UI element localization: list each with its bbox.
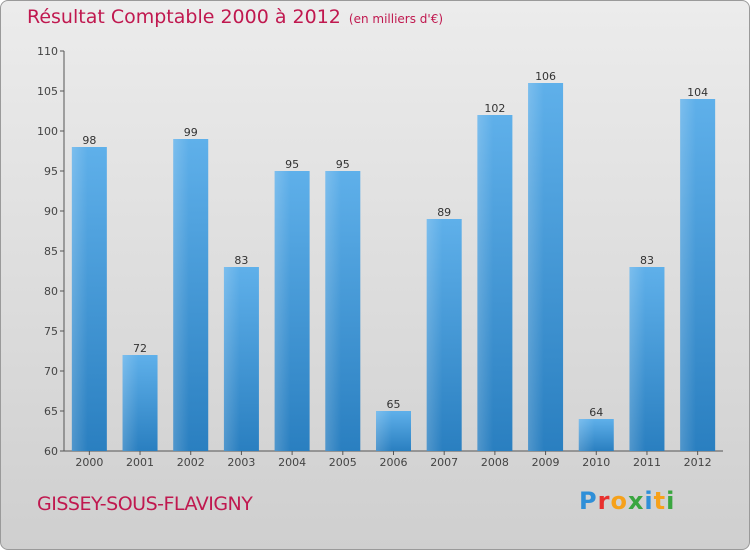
bar-shine <box>528 83 544 451</box>
bar-shine <box>578 419 595 451</box>
bar-shine <box>274 171 291 451</box>
x-tick-label: 2008 <box>481 456 509 469</box>
x-tick-label: 2001 <box>126 456 154 469</box>
value-label: 95 <box>336 158 350 171</box>
y-tick-label: 100 <box>37 125 58 138</box>
x-tick-label: 2002 <box>177 456 205 469</box>
bar-shine <box>629 267 646 451</box>
value-label: 83 <box>640 254 654 267</box>
x-tick-label: 2004 <box>278 456 306 469</box>
logo-letter: i <box>666 487 676 515</box>
x-tick-label: 2009 <box>532 456 560 469</box>
value-labels: 98 72 99 83 95 95 65 89 102 106 64 83 104 <box>82 70 708 419</box>
title-text: Résultat Comptable 2000 à 2012 <box>27 6 341 28</box>
x-tick-label: 2005 <box>329 456 357 469</box>
y-tick-label: 105 <box>37 85 58 98</box>
value-label: 106 <box>535 70 556 83</box>
bars <box>71 83 716 451</box>
title-unit: (en milliers d'€) <box>348 12 444 26</box>
value-label: 64 <box>589 406 603 419</box>
x-tick-label: 2011 <box>633 456 661 469</box>
logo-letter: x <box>627 487 645 515</box>
y-tick-label: 90 <box>44 205 58 218</box>
bar-shine <box>122 355 139 451</box>
chart-title: Résultat Comptable 2000 à 2012 (en millie… <box>27 6 443 28</box>
bar-shine <box>680 99 696 451</box>
bar-shine <box>173 139 189 451</box>
logo-letter: P <box>579 487 598 515</box>
y-tick-label: 85 <box>44 245 58 258</box>
logo-letter: t <box>653 487 667 515</box>
bar-shine <box>426 219 443 451</box>
logo-letter: o <box>610 487 628 515</box>
x-tick-label: 2007 <box>430 456 458 469</box>
bar-shine <box>325 171 342 451</box>
y-tick-label: 95 <box>44 165 58 178</box>
bar-shine <box>223 267 240 451</box>
value-label: 99 <box>184 126 198 139</box>
x-tick-label: 2012 <box>684 456 712 469</box>
y-tick-label: 65 <box>44 405 58 418</box>
logo-letter: i <box>644 487 654 515</box>
y-tick-label: 80 <box>44 285 58 298</box>
y-tick-label: 70 <box>44 365 58 378</box>
value-label: 98 <box>82 134 96 147</box>
value-label: 83 <box>234 254 248 267</box>
logo-letter: r <box>597 487 611 515</box>
value-label: 104 <box>687 86 708 99</box>
x-tick-label: 2006 <box>380 456 408 469</box>
x-tick-label: 2003 <box>227 456 255 469</box>
x-tick-label: 2010 <box>582 456 610 469</box>
city-name: GISSEY-SOUS-FLAVIGNY <box>37 493 253 515</box>
bar-shine <box>71 147 88 451</box>
y-tick-label: 75 <box>44 325 58 338</box>
value-label: 95 <box>285 158 299 171</box>
proxiti-logo: Proxiti <box>579 487 675 515</box>
x-tick-label: 2000 <box>75 456 103 469</box>
value-label: 89 <box>437 206 451 219</box>
value-label: 102 <box>484 102 505 115</box>
y-tick-label: 60 <box>44 445 58 458</box>
bar-shine <box>477 115 494 451</box>
value-label: 72 <box>133 342 147 355</box>
bar-shine <box>376 411 392 451</box>
y-tick-label: 110 <box>37 45 58 58</box>
value-label: 65 <box>387 398 401 411</box>
